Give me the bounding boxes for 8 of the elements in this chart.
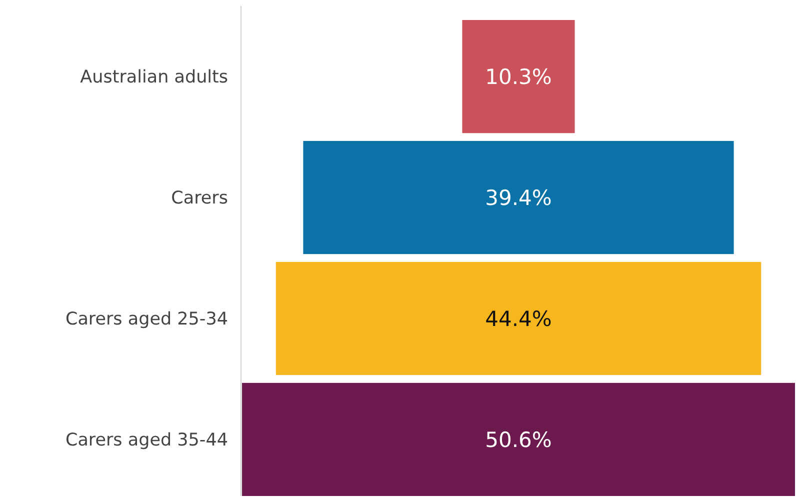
category-label: Australian adults — [80, 68, 228, 88]
data-label: 10.3% — [485, 64, 552, 89]
category-label: Carers aged 25-34 — [65, 310, 228, 330]
category-label: Carers — [171, 188, 228, 209]
data-label: 50.6% — [485, 428, 552, 452]
data-label: 44.4% — [485, 306, 552, 331]
data-label: 39.4% — [485, 186, 552, 210]
category-label: Carers aged 35-44 — [65, 430, 228, 451]
